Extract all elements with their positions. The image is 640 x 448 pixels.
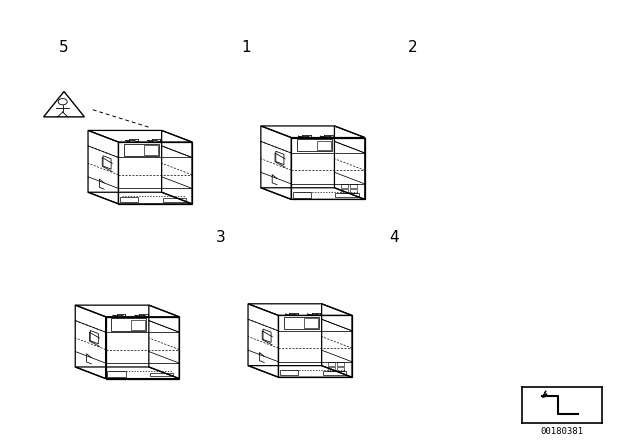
Text: 3: 3 xyxy=(216,230,226,245)
Text: 1: 1 xyxy=(241,39,252,55)
Text: 00180381: 00180381 xyxy=(540,427,583,436)
Text: 5: 5 xyxy=(59,39,69,55)
Text: 4: 4 xyxy=(388,230,399,245)
Text: 2: 2 xyxy=(408,39,418,55)
